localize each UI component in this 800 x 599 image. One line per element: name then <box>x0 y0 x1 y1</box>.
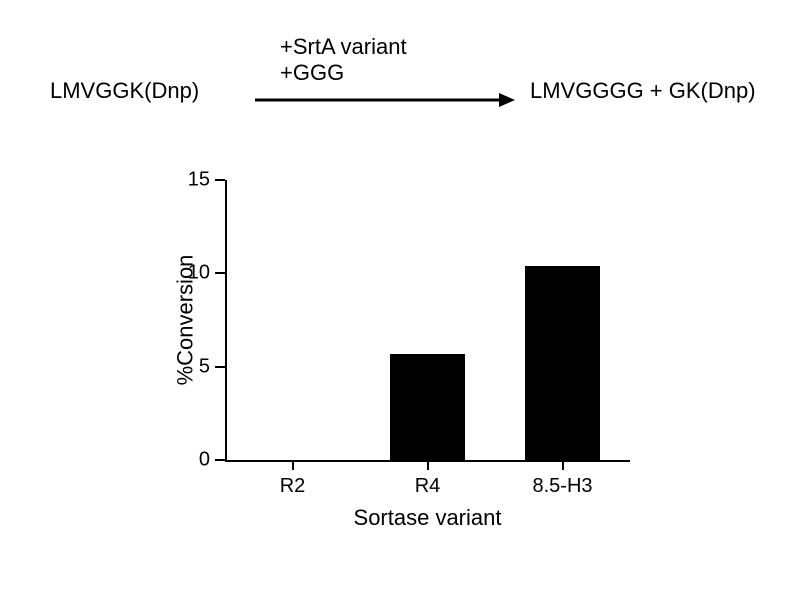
reaction-reagents: +SrtA variant +GGG <box>280 34 407 86</box>
y-tick <box>215 272 225 274</box>
y-tick-label: 15 <box>130 169 210 192</box>
y-tick <box>215 459 225 461</box>
reaction-reagent-line2: +GGG <box>280 60 407 86</box>
x-tick <box>562 460 564 470</box>
plot-area <box>225 180 630 460</box>
x-tick-label: R2 <box>280 475 306 498</box>
reaction-reagent-line1: +SrtA variant <box>280 34 407 60</box>
bar <box>525 266 599 460</box>
y-tick <box>215 179 225 181</box>
y-tick-label: 10 <box>130 262 210 285</box>
y-tick <box>215 366 225 368</box>
x-tick <box>427 460 429 470</box>
conversion-bar-chart: %Conversion Sortase variant 051015R2R48.… <box>130 170 670 550</box>
x-tick-label: R4 <box>415 475 441 498</box>
reaction-substrate: LMVGGK(Dnp) <box>50 78 199 104</box>
y-tick-label: 0 <box>130 449 210 472</box>
reaction-scheme: LMVGGK(Dnp) +SrtA variant +GGG LMVGGGG +… <box>50 40 750 120</box>
x-tick <box>292 460 294 470</box>
bar <box>390 354 464 460</box>
x-axis-label: Sortase variant <box>225 505 630 531</box>
reaction-products: LMVGGGG + GK(Dnp) <box>530 78 756 104</box>
x-tick-label: 8.5-H3 <box>532 475 592 498</box>
reaction-arrow-icon <box>255 90 515 110</box>
y-tick-label: 5 <box>130 355 210 378</box>
